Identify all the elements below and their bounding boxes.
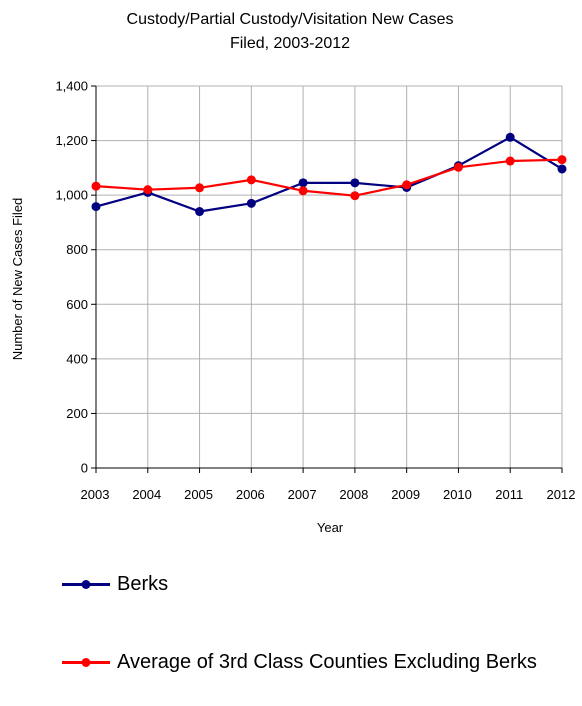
data-point-0-2005 — [195, 207, 205, 217]
data-point-1-2007 — [298, 186, 308, 196]
chart-title-line-1: Custody/Partial Custody/Visitation New C… — [127, 11, 454, 28]
x-tick-label-2007: 2007 — [288, 487, 317, 502]
data-point-0-2007 — [298, 178, 308, 188]
legend-swatch-berks — [62, 580, 110, 589]
x-tick-label-2003: 2003 — [81, 487, 110, 502]
x-tick-label-2004: 2004 — [132, 487, 161, 502]
plot-grid — [96, 85, 563, 468]
x-tick-label-2012: 2012 — [547, 487, 576, 502]
y-tick-label-1: 200 — [66, 406, 88, 421]
data-point-1-2010 — [453, 162, 463, 172]
series-line-1 — [95, 158, 563, 197]
y-tick-label-3: 600 — [66, 297, 88, 312]
data-point-0-2012 — [557, 164, 567, 174]
x-tick-label-2011: 2011 — [495, 487, 523, 502]
series-line-0 — [95, 136, 563, 213]
x-tick-label-2005: 2005 — [184, 487, 213, 502]
data-point-1-2011 — [505, 156, 515, 166]
x-tick-label-2006: 2006 — [236, 487, 265, 502]
plot-axes — [91, 85, 563, 473]
y-tick-label-6: 1,200 — [55, 133, 88, 148]
data-point-0-2011 — [505, 132, 515, 142]
x-tick-label-2008: 2008 — [339, 487, 368, 502]
data-point-0-2008 — [350, 178, 360, 188]
x-tick-label-2009: 2009 — [391, 487, 420, 502]
data-point-0-2006 — [246, 198, 256, 208]
chart-title-line-2: Filed, 2003-2012 — [230, 35, 350, 52]
data-point-1-2004 — [143, 185, 153, 195]
y-tick-label-0: 0 — [81, 461, 88, 476]
x-tick-label-2010: 2010 — [443, 487, 472, 502]
data-point-1-2012 — [557, 155, 567, 165]
data-point-1-2008 — [350, 191, 360, 201]
y-tick-label-7: 1,400 — [55, 79, 88, 94]
x-axis-title: Year — [317, 520, 344, 535]
chart: Custody/Partial Custody/Visitation New C… — [10, 11, 575, 535]
legend-label-average: Average of 3rd Class Counties Excluding … — [117, 651, 537, 673]
y-tick-label-2: 400 — [66, 351, 88, 366]
tick-labels: 0 200 400 600 800 1,000 1,200 1,400 2003 2004 2005… — [55, 79, 575, 503]
series-1 — [91, 155, 567, 201]
legend-label-berks: Berks — [117, 573, 169, 595]
y-tick-label-4: 800 — [66, 242, 88, 257]
legend-swatch-average — [62, 658, 110, 667]
data-point-1-2009 — [402, 180, 412, 190]
y-tick-label-5: 1,000 — [55, 188, 88, 203]
data-point-1-2005 — [195, 183, 205, 193]
data-point-1-2006 — [246, 175, 256, 185]
data-point-0-2003 — [91, 202, 101, 212]
data-point-1-2003 — [91, 181, 101, 191]
series-layer — [91, 132, 567, 217]
series-0 — [91, 132, 567, 217]
y-axis-title: Number of New Cases Filed — [10, 198, 25, 361]
